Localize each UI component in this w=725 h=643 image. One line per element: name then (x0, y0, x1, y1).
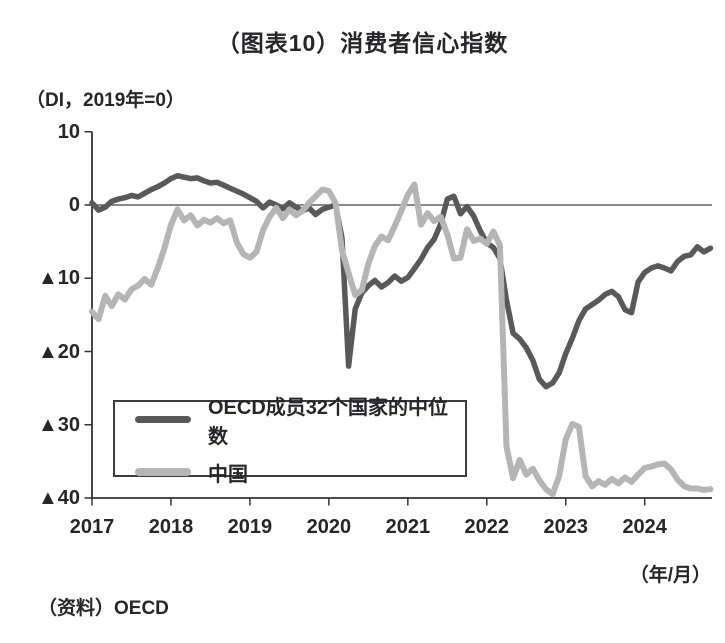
chart-title: （图表10）消费者信心指数 (216, 30, 509, 56)
y-tick-label: 10 (57, 120, 80, 143)
y-tick-label: 0 (68, 194, 80, 216)
x-tick-label: 2023 (543, 516, 588, 538)
x-tick-label: 2020 (306, 516, 352, 538)
y-axis-unit-label: （DI，2019年=0） (26, 90, 185, 111)
legend-row-china: 中国 (115, 458, 465, 487)
source-label: （资料）OECD (38, 598, 169, 619)
x-tick-label: 2019 (227, 516, 273, 538)
china-line-swatch (135, 468, 191, 476)
china-series-line (89, 181, 714, 498)
x-tick-label: 2018 (148, 516, 194, 538)
y-tick-label: ▲30 (37, 413, 80, 436)
legend-label-china: 中国 (208, 463, 248, 486)
x-tick-label: 2024 (622, 516, 667, 538)
oecd-series-line (89, 172, 714, 390)
legend-row-oecd: OECD成员32个国家的中位数 (115, 391, 465, 449)
y-tick-label: ▲10 (37, 267, 80, 290)
x-tick-label: 2017 (69, 516, 115, 538)
x-tick-label: 2021 (385, 516, 431, 538)
legend: OECD成员32个国家的中位数 中国 (113, 397, 467, 486)
x-tick-label: 2022 (464, 516, 510, 538)
y-tick-label: ▲40 (37, 487, 80, 509)
legend-label-oecd: OECD成员32个国家的中位数 (208, 396, 449, 448)
x-axis-unit-label: （年/月） (629, 565, 711, 586)
y-tick-label: ▲20 (37, 340, 80, 363)
oecd-line-swatch (135, 416, 191, 423)
